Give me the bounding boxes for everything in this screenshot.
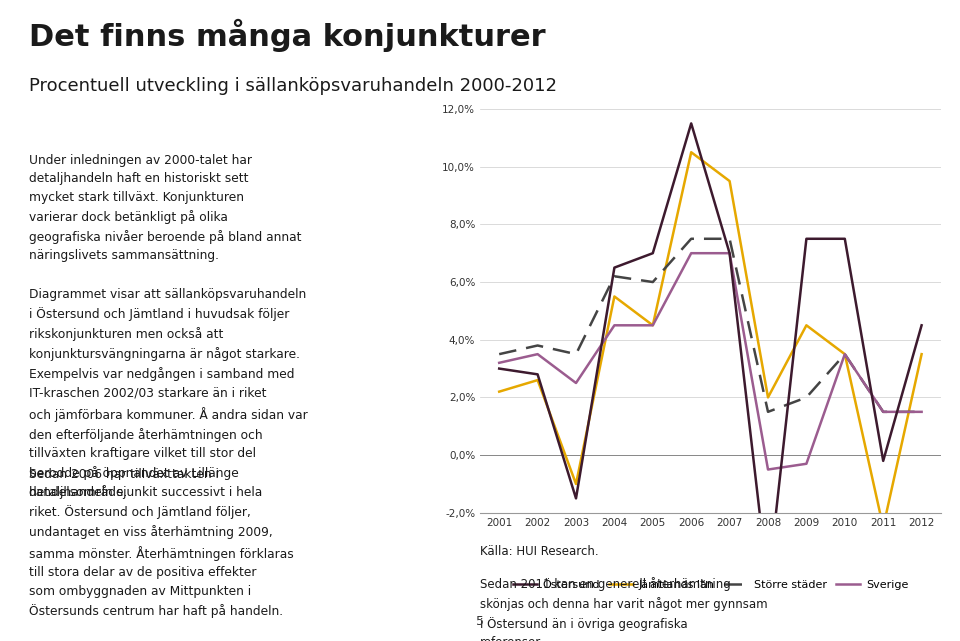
Östersund: [609, 263, 620, 271]
Sverige: [801, 460, 812, 468]
Östersund: [762, 581, 774, 588]
Större städer: [570, 350, 582, 358]
Jämtlands län: [839, 350, 851, 358]
Jämtlands län: [570, 480, 582, 488]
Legend: Östersund, Jämtlands län, Större städer, Sverige: Östersund, Jämtlands län, Större städer,…: [508, 575, 913, 595]
Större städer: [801, 394, 812, 401]
Östersund: [916, 322, 927, 329]
Jämtlands län: [647, 322, 659, 329]
Text: Sedan 2011 kan en generell återhämtning
skönjas och denna har varit något mer gy: Sedan 2011 kan en generell återhämtning …: [480, 577, 768, 641]
Jämtlands län: [685, 148, 697, 156]
Sverige: [609, 322, 620, 329]
Östersund: [685, 119, 697, 127]
Jämtlands län: [532, 376, 543, 384]
Östersund: [532, 370, 543, 378]
Text: Sedan 2006 har tillväxttakten i
detaljhandeln sjunkit successivt i hela
riket. Ö: Sedan 2006 har tillväxttakten i detaljha…: [29, 468, 294, 618]
Östersund: [570, 495, 582, 503]
Jämtlands län: [916, 350, 927, 358]
Sverige: [685, 249, 697, 257]
Text: Diagrammet visar att sällanköpsvaruhandeln
i Östersund och Jämtland i huvudsak f: Diagrammet visar att sällanköpsvaruhande…: [29, 288, 307, 499]
Jämtlands län: [493, 388, 505, 395]
Sverige: [570, 379, 582, 387]
Östersund: [801, 235, 812, 242]
Större städer: [877, 408, 889, 415]
Jämtlands län: [762, 394, 774, 401]
Text: 5: 5: [476, 615, 484, 628]
Större städer: [647, 278, 659, 286]
Sverige: [532, 350, 543, 358]
Östersund: [493, 365, 505, 372]
Line: Större städer: Större städer: [499, 238, 922, 412]
Jämtlands län: [609, 292, 620, 300]
Större städer: [685, 235, 697, 242]
Östersund: [647, 249, 659, 257]
Sverige: [839, 350, 851, 358]
Större städer: [609, 272, 620, 280]
Text: Källa: HUI Research.: Källa: HUI Research.: [480, 545, 599, 558]
Östersund: [839, 235, 851, 242]
Större städer: [493, 350, 505, 358]
Jämtlands län: [724, 177, 735, 185]
Sverige: [647, 322, 659, 329]
Line: Jämtlands län: Jämtlands län: [499, 152, 922, 527]
Östersund: [877, 457, 889, 465]
Större städer: [839, 350, 851, 358]
Text: Procentuell utveckling i sällanköpsvaruhandeln 2000-2012: Procentuell utveckling i sällanköpsvaruh…: [29, 77, 557, 95]
Text: Under inledningen av 2000-talet har
detaljhandeln haft en historiskt sett
mycket: Under inledningen av 2000-talet har deta…: [29, 154, 301, 262]
Större städer: [762, 408, 774, 415]
Sverige: [493, 359, 505, 367]
Större städer: [724, 235, 735, 242]
Jämtlands län: [877, 523, 889, 531]
Sverige: [877, 408, 889, 415]
Östersund: [724, 249, 735, 257]
Större städer: [532, 342, 543, 349]
Sverige: [762, 465, 774, 473]
Line: Östersund: Östersund: [499, 123, 922, 585]
Större städer: [916, 408, 927, 415]
Sverige: [916, 408, 927, 415]
Sverige: [724, 249, 735, 257]
Line: Sverige: Sverige: [499, 253, 922, 469]
Text: Det finns många konjunkturer: Det finns många konjunkturer: [29, 19, 545, 53]
Jämtlands län: [801, 322, 812, 329]
